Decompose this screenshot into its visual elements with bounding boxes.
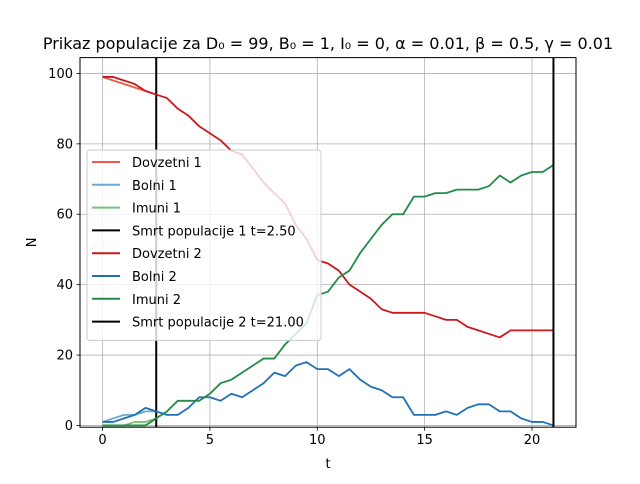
x-axis-label: t <box>325 457 330 472</box>
legend-label: Imuni 2 <box>132 293 181 308</box>
legend-label: Dovzetni 2 <box>132 247 202 262</box>
chart-title: Prikaz populacije za D₀ = 99, B₀ = 1, I₀… <box>43 34 613 53</box>
legend: Dovzetni 1 Bolni 1 Imuni 1 Smrt populacije … <box>86 149 322 341</box>
legend-box <box>86 149 322 341</box>
y-tick-label: 100 <box>48 67 73 82</box>
x-tick-label: 20 <box>524 433 541 448</box>
legend-label: Bolni 2 <box>132 270 177 285</box>
legend-label: Dovzetni 1 <box>132 156 202 171</box>
axis-ticks: 0 5 10 15 20 0 20 40 60 80 100 <box>48 67 540 448</box>
y-tick-label: 80 <box>56 137 73 152</box>
y-tick-label: 60 <box>56 208 73 223</box>
y-tick-label: 0 <box>65 419 73 434</box>
legend-label: Smrt populacije 1 t=2.50 <box>132 224 296 239</box>
x-tick-label: 5 <box>206 433 214 448</box>
y-tick-label: 40 <box>56 278 73 293</box>
x-tick-label: 10 <box>309 433 326 448</box>
y-tick-label: 20 <box>56 349 73 364</box>
legend-label: Bolni 1 <box>132 179 177 194</box>
y-axis-label: N <box>25 238 40 248</box>
series-7-line <box>102 164 554 427</box>
legend-label: Smrt populacije 2 t=21.00 <box>132 316 304 331</box>
series-2-line <box>102 410 157 423</box>
series-6-line <box>102 361 554 427</box>
x-tick-label: 15 <box>416 433 433 448</box>
legend-label: Imuni 1 <box>132 202 181 217</box>
series-5-line <box>102 76 554 339</box>
plot-frame <box>79 57 577 428</box>
x-tick-label: 0 <box>98 433 106 448</box>
